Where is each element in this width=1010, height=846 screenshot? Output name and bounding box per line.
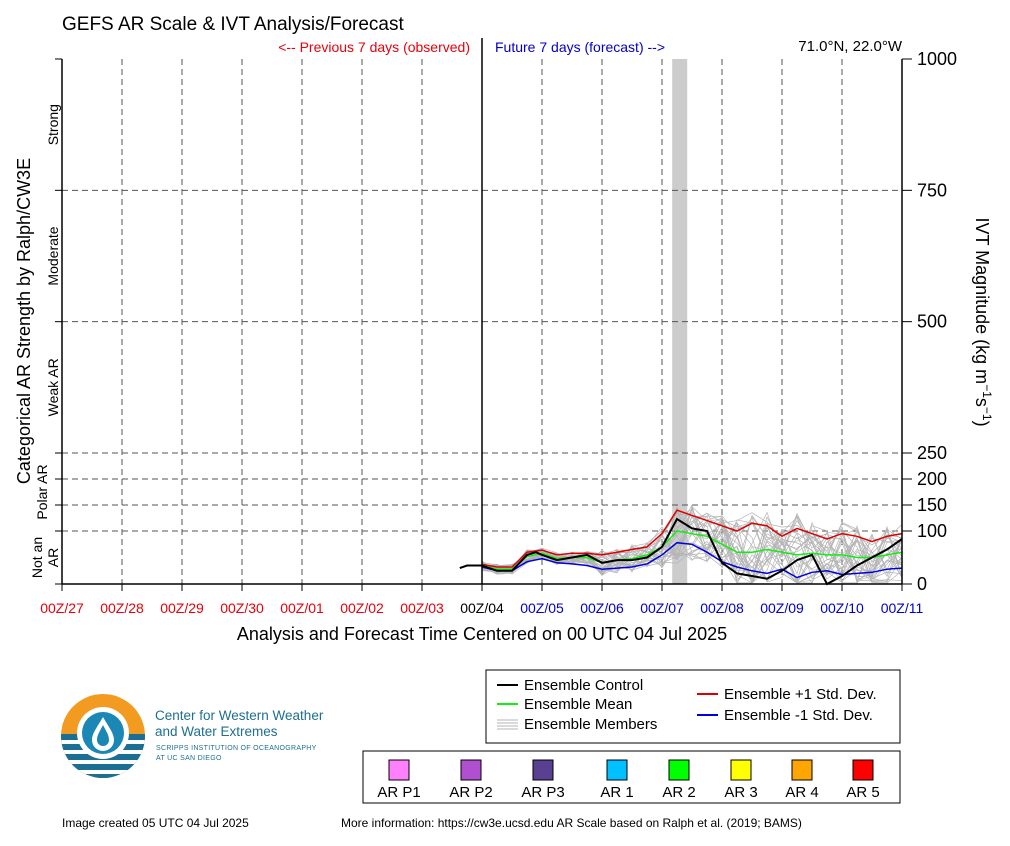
y-axis-left-label: Categorical AR Strength by Ralph/CW3E (14, 158, 34, 484)
ensemble-member-line (481, 516, 903, 584)
footer-info: More information: https://cw3e.ucsd.edu … (341, 816, 802, 830)
location-label: 71.0°N, 22.0°W (798, 38, 903, 55)
x-tick-label: 00Z/28 (100, 600, 144, 616)
legend-label-mean: Ensemble Mean (524, 696, 632, 713)
y-tick-label-right: 200 (917, 469, 947, 489)
ar-label-ar-3: AR 3 (724, 784, 757, 801)
ar-label-ar-2: AR 2 (662, 784, 695, 801)
ensemble-plus-std-line (481, 509, 903, 568)
chart-title: GEFS AR Scale & IVT Analysis/Forecast (62, 14, 404, 35)
y-tick-label-right: 250 (917, 443, 947, 463)
y-tick-label-right: 500 (917, 312, 947, 332)
ar-swatch-ar-1 (606, 759, 628, 781)
x-tick-label: 00Z/04 (460, 600, 504, 616)
category-label-not-an-ar: Not anAR (29, 537, 61, 578)
legend: Ensemble Control Ensemble Mean Ensemble … (485, 669, 901, 744)
x-tick-label: 00Z/02 (340, 600, 384, 616)
logo-name-line3: SCRIPPS INSTITUTION OF OCEANOGRAPHY (156, 745, 317, 752)
x-tick-label: 00Z/10 (820, 600, 864, 616)
ensemble-mean-line (481, 530, 903, 570)
legend-swatch-members (497, 719, 518, 730)
ensemble-member-line (481, 509, 903, 584)
y-tick-label-right: 1000 (917, 49, 957, 69)
category-label-weak-ar: Weak AR (45, 358, 61, 416)
x-tick-label: 00Z/30 (220, 600, 264, 616)
plot-area: 00Z/27 00Z/28 00Z/29 00Z/30 00Z/01 00Z/02 00Z/… (29, 38, 957, 616)
ar-swatch-ar-p3 (532, 759, 554, 781)
category-label-strong: Strong (45, 104, 61, 145)
legend-label-plus-std: Ensemble +1 Std. Dev. (724, 686, 877, 703)
logo-name-line1: Center for Western Weather (155, 708, 324, 723)
y-tick-label-right: 150 (917, 495, 947, 515)
y-tick-label-right: 0 (917, 574, 927, 594)
category-label-polar-ar: Polar AR (34, 464, 50, 519)
ensemble-minus-std-line (481, 541, 903, 579)
ar-swatch-ar-p2 (460, 759, 482, 781)
ar-swatch-ar-p1 (388, 759, 410, 781)
x-tick-label: 00Z/06 (580, 600, 624, 616)
ar-label-ar-p1: AR P1 (377, 784, 420, 801)
header-observed: <-- Previous 7 days (observed) (278, 39, 470, 55)
y-tick-label-right: 750 (917, 180, 947, 200)
ar-swatch-ar-2 (668, 759, 690, 781)
legend-label-minus-std: Ensemble -1 Std. Dev. (724, 707, 873, 724)
ar-label-ar-p3: AR P3 (521, 784, 564, 801)
x-tick-label: 00Z/09 (760, 600, 804, 616)
ar-label-ar-p2: AR P2 (449, 784, 492, 801)
category-label-moderate: Moderate (45, 226, 61, 285)
ar-scale: AR P1 AR P2 AR P3 AR 1 AR 2 AR 3 AR 4 AR 5 (377, 759, 880, 801)
x-tick-label: 00Z/27 (40, 600, 84, 616)
x-tick-label: 00Z/05 (520, 600, 564, 616)
y-tick-label-right: 100 (917, 521, 947, 541)
x-tick-label: 00Z/08 (700, 600, 744, 616)
x-tick-label: 00Z/03 (400, 600, 444, 616)
x-tick-label: 00Z/29 (160, 600, 204, 616)
ar-swatch-ar-4 (791, 759, 813, 781)
footer-created: Image created 05 UTC 04 Jul 2025 (62, 816, 249, 830)
ar-label-ar-4: AR 4 (785, 784, 818, 801)
ar-label-ar-5: AR 5 (846, 784, 879, 801)
x-tick-label: 00Z/01 (280, 600, 324, 616)
ar-swatch-ar-3 (730, 759, 752, 781)
header-forecast: Future 7 days (forecast) --> (495, 39, 665, 55)
cw3e-logo-icon (61, 694, 145, 778)
ar-swatch-ar-5 (852, 759, 874, 781)
ar-label-ar-1: AR 1 (600, 784, 633, 801)
x-tick-label: 00Z/11 (881, 600, 924, 616)
legend-label-members: Ensemble Members (524, 716, 657, 733)
ensemble-control-line (459, 517, 903, 586)
logo-name-line2: and Water Extremes (155, 724, 278, 739)
legend-label-control: Ensemble Control (524, 677, 643, 694)
y-axis-right-label: IVT Magnitude (kg m−1s−1) (972, 217, 994, 426)
x-tick-label: 00Z/07 (640, 600, 684, 616)
x-axis-label: Analysis and Forecast Time Centered on 0… (237, 624, 727, 644)
logo-name-line4: AT UC SAN DIEGO (156, 755, 222, 762)
ensemble-member-line (481, 504, 903, 583)
